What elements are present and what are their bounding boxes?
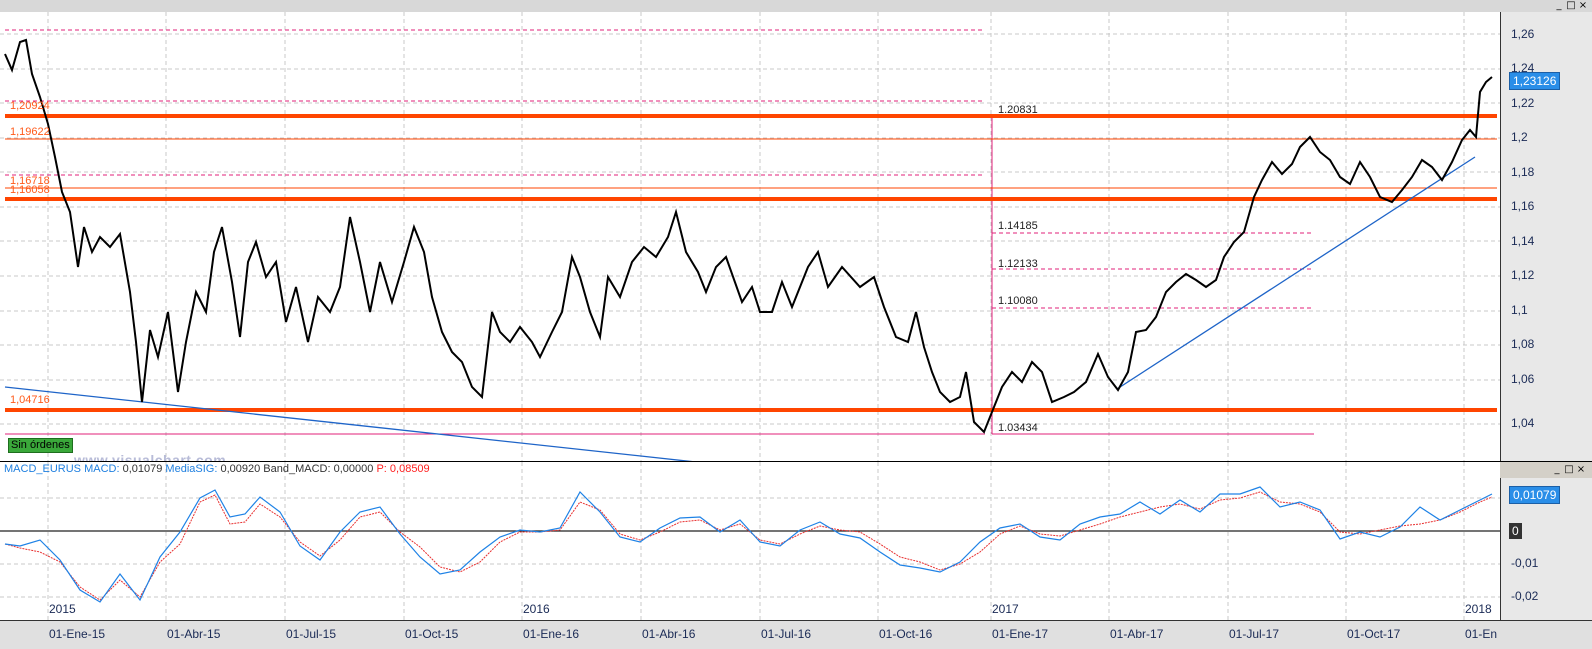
y-tick: -0,02 bbox=[1511, 589, 1539, 603]
price-chart-svg bbox=[0, 12, 1500, 461]
macd-window-controls: _ □ × bbox=[1552, 464, 1586, 476]
maximize-icon[interactable]: □ bbox=[1566, 0, 1576, 11]
panel-divider[interactable] bbox=[0, 461, 1592, 462]
macd-name: MACD_EURUS bbox=[4, 463, 82, 475]
fib-label: 1.14185 bbox=[998, 220, 1038, 232]
grid-lines bbox=[0, 12, 1500, 461]
macd-chart-svg bbox=[0, 462, 1500, 620]
y-tick: 1,22 bbox=[1511, 96, 1535, 110]
price-line bbox=[4, 38, 1493, 434]
x-tick: 01-Jul-17 bbox=[1229, 627, 1280, 641]
level-label: 1,20924 bbox=[10, 100, 50, 112]
price-axis[interactable]: 1,26 1,24 1,22 1,2 1,18 1,16 1,14 1,12 1… bbox=[1500, 12, 1592, 461]
y-tick: 1,2 bbox=[1511, 130, 1528, 144]
year-label: 2015 bbox=[49, 602, 76, 616]
signal-line bbox=[4, 491, 1493, 601]
level-label: 1,16058 bbox=[10, 184, 50, 196]
y-tick: 1,26 bbox=[1511, 27, 1535, 41]
minimize-icon[interactable]: _ bbox=[1556, 0, 1562, 11]
x-tick: 01-Oct-15 bbox=[405, 627, 459, 641]
axis-corner bbox=[1500, 620, 1592, 649]
macd-line bbox=[4, 486, 1493, 603]
y-tick: 1,18 bbox=[1511, 165, 1535, 179]
fib-label: 1.03434 bbox=[998, 422, 1038, 434]
y-tick: 1,04 bbox=[1511, 416, 1535, 430]
y-tick: 1,12 bbox=[1511, 268, 1535, 282]
x-tick: 01-Abr-16 bbox=[642, 627, 696, 641]
y-tick: 1,16 bbox=[1511, 199, 1535, 213]
year-label: 2017 bbox=[992, 602, 1019, 616]
fib-label: 1.20831 bbox=[998, 104, 1038, 116]
y-tick: 1,06 bbox=[1511, 372, 1535, 386]
x-tick: 01-Abr-15 bbox=[167, 627, 221, 641]
x-tick: 01-Oct-16 bbox=[879, 627, 933, 641]
minimize-icon[interactable]: _ bbox=[1554, 464, 1560, 475]
macd-value-box: 0,01079 bbox=[1509, 486, 1561, 504]
close-icon[interactable]: × bbox=[1576, 464, 1586, 475]
y-tick: 1,08 bbox=[1511, 337, 1535, 351]
year-label: 2018 bbox=[1465, 602, 1492, 616]
level-label: 1,19622 bbox=[10, 126, 50, 138]
window-controls: _ □ × bbox=[1554, 0, 1588, 12]
x-tick: 01-Ene-16 bbox=[523, 627, 580, 641]
chart-title-bar: EURUS - EUR-USD - 1 d Dif. %: 0,13 Dif.:… bbox=[0, 0, 1592, 24]
x-tick: 01-Abr-17 bbox=[1110, 627, 1164, 641]
x-tick: 01-Jul-15 bbox=[286, 627, 337, 641]
y-tick: 1,24 bbox=[1511, 61, 1535, 75]
close-icon[interactable]: × bbox=[1578, 0, 1588, 11]
level-label: 1,04716 bbox=[10, 394, 50, 406]
level-label: 1,16718 bbox=[10, 175, 50, 187]
price-chart-panel[interactable]: 1,20924 1,19622 1,16718 1,16058 1,04716 … bbox=[0, 12, 1500, 468]
macd-panel[interactable] bbox=[0, 462, 1500, 620]
zero-value-box: 0 bbox=[1509, 523, 1522, 539]
fib-label: 1.10080 bbox=[998, 295, 1038, 307]
y-tick: 1,14 bbox=[1511, 234, 1535, 248]
x-tick: 01-En bbox=[1465, 627, 1498, 641]
y-tick: 1,1 bbox=[1511, 303, 1528, 317]
x-tick: 01-Ene-17 bbox=[992, 627, 1049, 641]
macd-axis[interactable]: 0,01079 0 -0,01 -0,02 bbox=[1500, 478, 1592, 620]
time-axis[interactable]: 01-Ene-15 01-Abr-15 01-Jul-15 01-Oct-15 … bbox=[0, 620, 1500, 649]
maximize-icon[interactable]: □ bbox=[1564, 464, 1574, 475]
x-tick: 01-Jul-16 bbox=[761, 627, 812, 641]
y-tick: -0,01 bbox=[1511, 556, 1539, 570]
current-price-box: 1,23126 bbox=[1509, 72, 1561, 90]
x-tick: 01-Oct-17 bbox=[1347, 627, 1401, 641]
orders-badge[interactable]: Sin órdenes bbox=[8, 438, 73, 453]
x-tick: 01-Ene-15 bbox=[49, 627, 106, 641]
year-label: 2016 bbox=[523, 602, 550, 616]
macd-legend: MACD_EURUS MACD: 0,01079 MediaSIG: 0,009… bbox=[4, 463, 430, 475]
fib-label: 1.12133 bbox=[998, 258, 1038, 270]
